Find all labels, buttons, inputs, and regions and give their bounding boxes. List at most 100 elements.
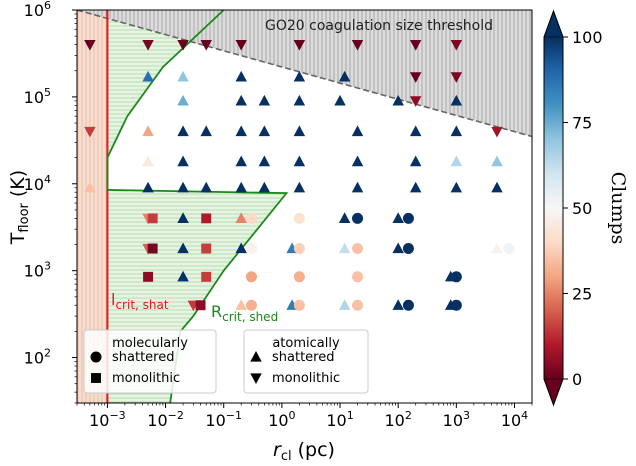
data-point-triangle-up	[258, 181, 271, 193]
colorbar-tick-label: 75	[572, 114, 592, 133]
data-point-circle	[503, 242, 515, 254]
data-point-triangle-up	[235, 70, 247, 82]
data-point-triangle-up	[258, 155, 271, 167]
data-point-circle	[245, 299, 257, 311]
data-point-circle	[352, 299, 364, 311]
data-point-triangle-up	[177, 125, 189, 137]
data-point-triangle-up	[235, 155, 247, 167]
x-axis-label: rcl (pc)	[273, 439, 335, 464]
data-point-triangle-up	[177, 94, 189, 106]
data-point-triangle-up	[392, 212, 404, 223]
data-point-triangle-up	[392, 94, 404, 106]
data-point-square	[201, 243, 212, 254]
data-point-triangle-up	[235, 212, 247, 223]
colorbar-tick-label: 50	[572, 199, 592, 218]
data-point-triangle-up	[392, 242, 404, 254]
y-tick-label: 105	[24, 86, 51, 107]
r-crit-shed-hatch	[107, 10, 287, 403]
data-point-triangle-up	[177, 212, 189, 223]
data-point-triangle-down	[235, 39, 247, 51]
data-point-triangle-up	[338, 242, 351, 254]
legend-title-atomic: atomically	[272, 336, 340, 351]
data-point-triangle-up	[258, 94, 271, 106]
data-point-triangle-up	[235, 94, 247, 106]
data-point-triangle-up	[491, 155, 503, 167]
x-tick-label: 103	[443, 409, 470, 430]
y-axis: 102 103 104 105 106	[24, 0, 77, 404]
data-point-triangle-up	[409, 155, 422, 167]
data-point-triangle-up	[258, 125, 271, 137]
legend-label: shattered	[112, 350, 174, 365]
x-tick-label: 100	[268, 409, 295, 430]
data-point-triangle-up	[235, 125, 247, 137]
l-crit-shat-label: lcrit, shat	[111, 290, 169, 312]
data-point-triangle-up	[338, 299, 351, 310]
colorbar-tick-label: 0	[572, 370, 582, 389]
data-point-square	[147, 243, 158, 254]
data-point-triangle-up	[200, 125, 212, 137]
data-point-triangle-up	[450, 155, 463, 167]
data-point-triangle-up	[142, 70, 154, 82]
data-point-circle	[352, 271, 364, 283]
legend-label: monolithic	[112, 371, 180, 386]
data-point-triangle-up	[235, 242, 247, 254]
coagulation-threshold-label: GO20 coagulation size threshold	[265, 18, 493, 34]
colorbar-extend-top	[543, 10, 564, 38]
data-point-triangle-up	[142, 125, 154, 137]
data-point-square	[201, 271, 212, 282]
legend: molecularly atomically shattered monolith…	[83, 329, 369, 394]
data-point-circle	[245, 271, 257, 283]
y-tick-label: 103	[24, 260, 51, 281]
data-point-circle	[352, 212, 364, 224]
data-point-triangle-up	[293, 125, 306, 137]
colorbar-gradient	[544, 37, 563, 379]
data-point-triangle-up	[409, 125, 422, 137]
legend-triangle-up-icon	[250, 350, 262, 362]
data-point-triangle-up	[491, 181, 503, 193]
data-point-square	[195, 300, 206, 311]
data-point-triangle-up	[450, 125, 463, 137]
x-tick-label: 104	[501, 409, 528, 430]
data-point-circle	[293, 242, 305, 254]
data-point-triangle-up	[351, 125, 364, 137]
colorbar-tick-label: 100	[572, 28, 603, 47]
data-point-triangle-up	[338, 212, 351, 223]
data-point-triangle-down	[84, 126, 96, 138]
legend-triangle-down-icon	[250, 373, 262, 385]
data-point-triangle-down	[200, 39, 212, 51]
legend-square-icon	[91, 373, 101, 383]
x-tick-label: 10−2	[147, 409, 184, 430]
data-point-triangle-down	[351, 39, 364, 51]
data-point-triangle-up	[293, 70, 306, 82]
data-point-triangle-down	[409, 72, 422, 83]
legend-label: monolithic	[272, 371, 340, 386]
data-point-square	[143, 271, 154, 282]
data-point-triangle-down	[142, 39, 154, 51]
data-point-triangle-up	[142, 155, 154, 167]
data-point-triangle-down	[409, 96, 422, 107]
data-point-triangle-up	[334, 94, 346, 106]
coagulation-line	[77, 10, 532, 138]
data-point-square	[147, 213, 158, 224]
y-tick-label: 104	[24, 173, 51, 194]
data-point-triangle-up	[177, 181, 189, 193]
x-tick-label: 10−3	[89, 409, 126, 430]
data-point-triangle-down	[409, 39, 422, 51]
x-tick-label: 102	[385, 409, 412, 430]
colorbar: 0 25 50 75 100 Clumps	[543, 9, 629, 407]
data-point-triangle-up	[177, 242, 189, 254]
data-point-circle	[293, 271, 305, 283]
data-point-triangle-up	[392, 299, 404, 310]
data-points	[84, 39, 515, 312]
data-point-triangle-down	[491, 126, 503, 138]
data-point-circle	[450, 299, 462, 311]
data-point-triangle-up	[450, 181, 463, 193]
data-point-triangle-up	[177, 70, 189, 82]
data-point-circle	[293, 299, 305, 311]
data-point-triangle-up	[200, 181, 212, 193]
legend-title-molecular: molecularly	[112, 336, 188, 351]
y-tick-label: 102	[24, 347, 51, 368]
data-point-triangle-up	[293, 94, 306, 106]
data-point-circle	[402, 299, 414, 311]
legend-box-atomic	[243, 329, 369, 394]
